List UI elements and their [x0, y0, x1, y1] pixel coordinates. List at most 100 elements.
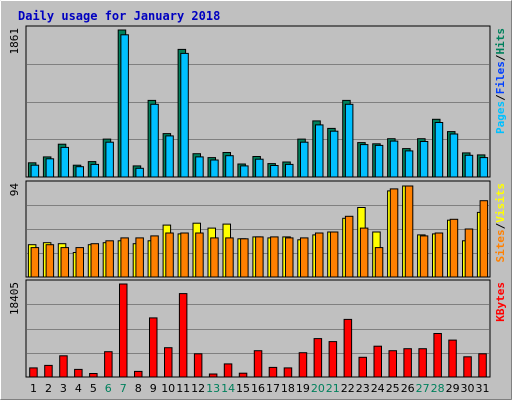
bar-files-1	[30, 164, 40, 178]
y-max-label-kbytes: 18405	[8, 282, 21, 315]
bar-sites-25	[389, 188, 399, 278]
bar-sites-16	[255, 236, 264, 278]
legend-item-visits-sites-1: /	[494, 222, 507, 229]
bar-sites-27	[419, 235, 429, 278]
bar-sites-5	[90, 243, 99, 278]
bar-sites-12	[195, 232, 204, 278]
x-tick-label-24: 24	[371, 382, 385, 395]
bar-files-8	[135, 167, 144, 178]
bar-files-7	[120, 34, 129, 178]
bar-kbytes-3	[59, 355, 68, 378]
x-tick-label-21: 21	[326, 382, 340, 395]
x-tick-label-4: 4	[75, 382, 82, 395]
bar-files-19	[300, 141, 309, 178]
bar-files-4	[75, 166, 84, 178]
bar-files-27	[419, 141, 429, 178]
bar-files-15	[240, 165, 249, 178]
y-max-label-hits-files-pages: 1861	[8, 28, 21, 55]
bar-kbytes-10	[164, 347, 173, 378]
bar-files-13	[210, 159, 219, 178]
bar-kbytes-7	[119, 283, 128, 378]
x-tick-label-3: 3	[60, 382, 67, 395]
x-tick-label-23: 23	[356, 382, 370, 395]
bar-files-2	[45, 158, 55, 178]
x-tick-label-7: 7	[120, 382, 127, 395]
bar-sites-17	[270, 236, 279, 278]
bar-sites-20	[315, 232, 324, 278]
bar-kbytes-30	[463, 356, 472, 378]
bar-kbytes-28	[433, 333, 442, 378]
x-tick-label-29: 29	[446, 382, 460, 395]
x-tick-label-1: 1	[30, 382, 37, 395]
bar-sites-31	[479, 200, 489, 278]
x-tick-label-13: 13	[206, 382, 220, 395]
legend-item-visits-sites-2: Visits	[494, 183, 507, 223]
x-tick-label-14: 14	[221, 382, 235, 395]
bar-kbytes-25	[388, 350, 397, 378]
bar-kbytes-18	[283, 367, 293, 378]
bar-files-23	[359, 144, 369, 178]
bar-kbytes-15	[238, 372, 248, 378]
legend-item-hits-files-pages-1: /	[494, 94, 507, 101]
bar-kbytes-23	[358, 356, 367, 378]
bar-kbytes-2	[44, 364, 53, 378]
x-tick-label-20: 20	[311, 382, 325, 395]
bar-files-31	[479, 157, 489, 178]
bar-sites-7	[120, 237, 129, 278]
bar-files-6	[105, 141, 114, 178]
bar-sites-15	[240, 238, 249, 278]
x-tick-label-17: 17	[266, 382, 280, 395]
x-tick-label-16: 16	[251, 382, 265, 395]
x-tick-label-30: 30	[461, 382, 475, 395]
bar-files-14	[225, 155, 234, 178]
x-tick-label-6: 6	[105, 382, 112, 395]
bar-files-22	[344, 103, 354, 178]
x-tick-label-25: 25	[386, 382, 400, 395]
bar-sites-8	[135, 237, 144, 278]
bar-sites-30	[464, 228, 474, 278]
x-tick-label-8: 8	[135, 382, 142, 395]
x-tick-label-10: 10	[161, 382, 175, 395]
bar-sites-14	[225, 237, 234, 278]
x-tick-label-18: 18	[281, 382, 295, 395]
bar-kbytes-24	[373, 345, 382, 378]
legend-kbytes: KBytes	[494, 282, 507, 322]
legend-item-hits-files-pages-4: Hits	[494, 28, 507, 55]
bar-kbytes-27	[418, 348, 427, 378]
bar-kbytes-4	[74, 368, 83, 378]
bar-sites-4	[75, 247, 84, 278]
x-tick-label-15: 15	[236, 382, 250, 395]
bar-kbytes-11	[178, 293, 188, 378]
x-tick-label-31: 31	[476, 382, 490, 395]
bar-files-18	[285, 163, 294, 178]
bar-files-29	[449, 133, 459, 178]
bar-files-30	[464, 154, 474, 178]
bar-kbytes-9	[149, 317, 158, 378]
x-tick-label-9: 9	[150, 382, 157, 395]
bar-sites-24	[374, 247, 384, 278]
bar-files-28	[434, 122, 444, 178]
x-tick-label-22: 22	[341, 382, 355, 395]
bar-kbytes-22	[343, 318, 353, 378]
bar-sites-10	[165, 232, 174, 278]
bar-sites-3	[60, 247, 69, 278]
bar-sites-26	[404, 185, 414, 278]
bar-files-10	[165, 135, 174, 178]
bar-sites-29	[449, 218, 459, 278]
bar-files-24	[374, 144, 384, 178]
bar-sites-19	[300, 237, 309, 278]
x-tick-label-19: 19	[296, 382, 310, 395]
bar-sites-23	[359, 227, 369, 278]
bar-kbytes-8	[134, 370, 143, 378]
bar-sites-28	[434, 232, 444, 278]
bar-files-11	[180, 52, 189, 178]
bar-sites-2	[45, 244, 55, 278]
bar-files-5	[90, 163, 99, 178]
bar-files-26	[404, 150, 414, 178]
bar-sites-1	[30, 247, 40, 278]
legend-visits-sites: Sites/Visits	[494, 183, 507, 263]
bar-sites-13	[210, 237, 219, 278]
bar-sites-22	[344, 215, 354, 278]
